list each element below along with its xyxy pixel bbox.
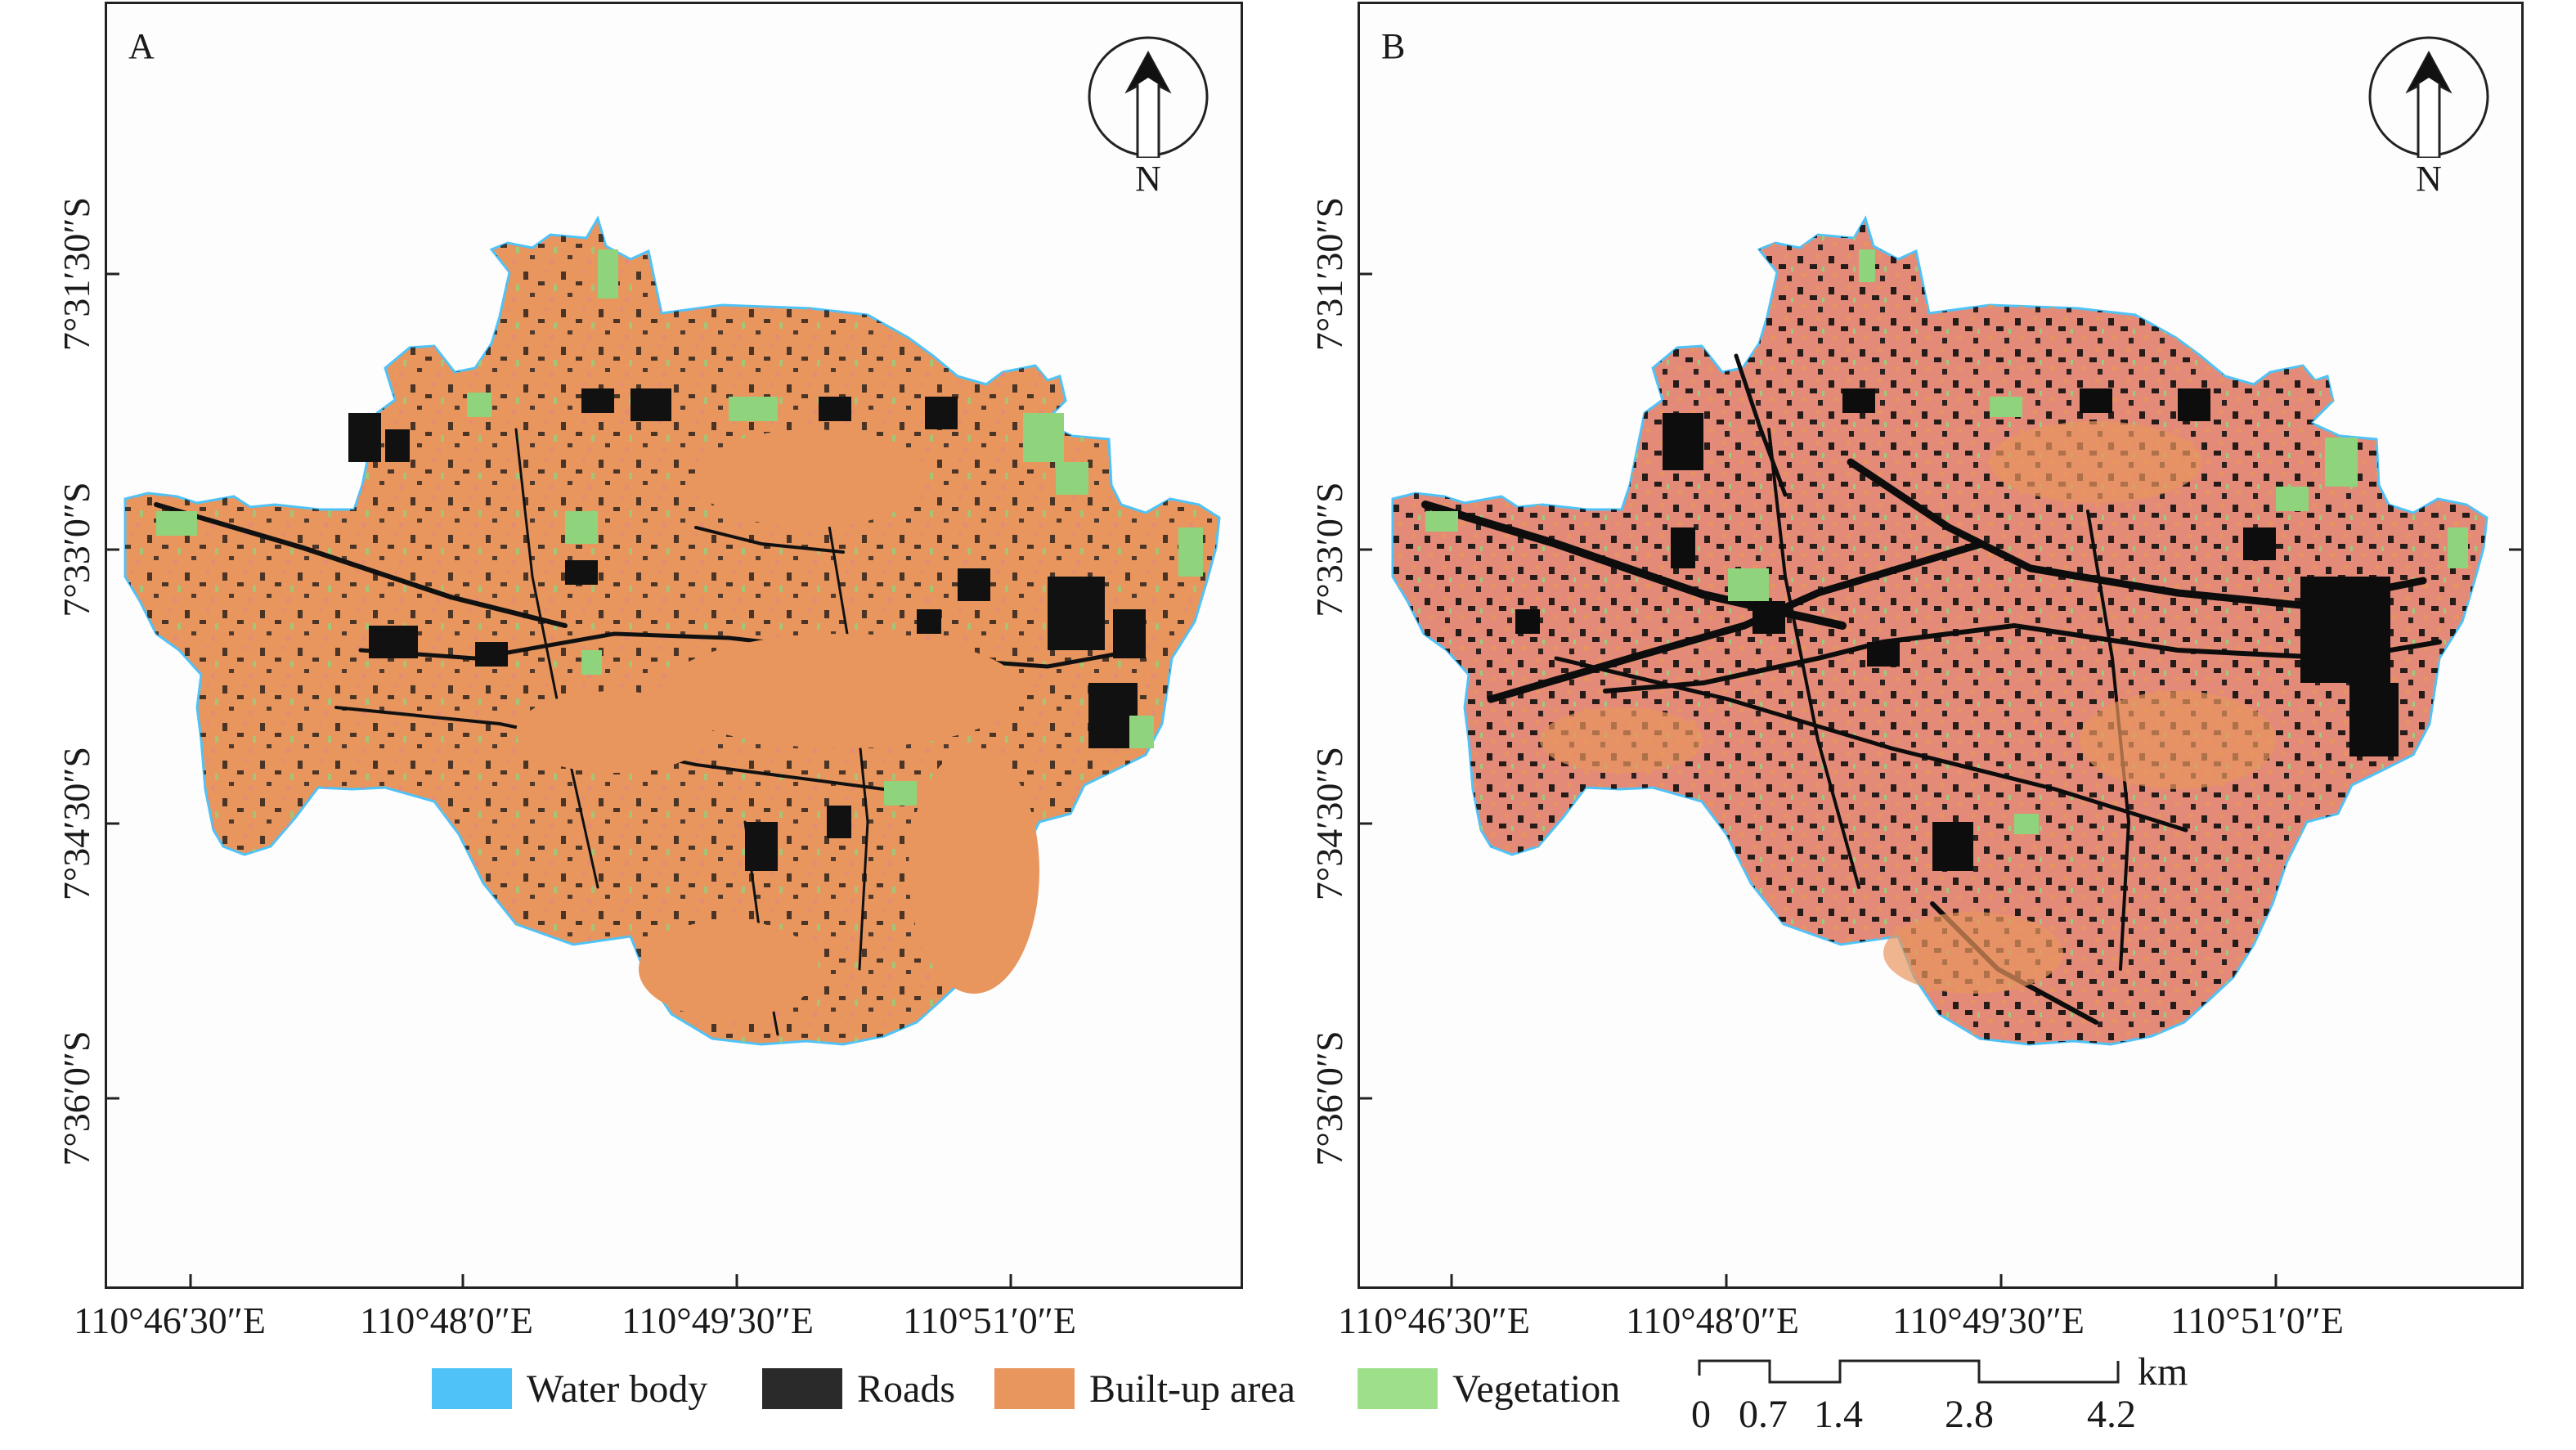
roads-swatch [762,1368,842,1409]
legend-item-builtup: Built-up area [994,1364,1295,1413]
dense-patches-b [1515,388,2399,871]
builtup-swatch [994,1368,1075,1409]
legend-item-roads: Roads [762,1364,955,1413]
x-tick-a-1: 110°46′30″E [74,1300,267,1341]
legend-label-builtup: Built-up area [1089,1367,1295,1411]
legend-item-water: Water body [432,1364,707,1413]
scale-bar: 0 0.7 1.4 2.8 4.2 km [1685,1349,2188,1448]
panel-letter-a: A [128,26,155,66]
map-panel-b: B N [1358,2,2524,1289]
scale-value-2: 1.4 [1814,1393,1863,1436]
legend-label-water: Water body [527,1367,708,1411]
y-tick-b-1: 7°31′30″S [1308,196,1350,352]
x-tick-b-4: 110°51′0″E [2170,1300,2345,1341]
north-arrow-icon [2368,36,2489,159]
legend-item-vegetation: Vegetation [1358,1364,1620,1413]
district-a [123,215,1221,1046]
x-tick-a-3: 110°49′30″E [622,1300,815,1341]
north-arrow-icon [1088,36,1209,159]
y-tick-a-2: 7°33′0″S [56,482,97,617]
y-tick-b-4: 7°36′0″S [1308,1030,1350,1166]
legend-label-roads: Roads [857,1367,955,1411]
map-a-svg [107,215,1221,1286]
builtup-core-b [1540,421,2276,994]
north-arrow-b: N [2367,35,2498,199]
x-tick-b-2: 110°48′0″E [1626,1300,1800,1341]
y-tick-a-3: 7°34′30″S [56,746,97,901]
x-tick-b-3: 110°49′30″E [1892,1300,2085,1341]
panel-letter-b: B [1381,26,1406,66]
y-tick-a-1: 7°31′30″S [56,196,97,352]
district-b [1391,215,2488,1046]
builtup-core-a [516,429,1039,1018]
scale-value-3: 2.8 [1945,1393,1994,1436]
water-swatch [432,1368,512,1409]
dense-patches-a [348,388,1146,871]
scale-unit: km [2138,1350,2188,1394]
x-tick-a-2: 110°48′0″E [360,1300,534,1341]
scale-value-0: 0 [1691,1393,1711,1436]
scale-bar-graphic [1698,1359,2120,1384]
vegetation-patches-b [1425,249,2468,834]
vegetation-patches-a [156,249,1203,806]
north-label-b: N [2416,159,2442,199]
x-tick-b-1: 110°46′30″E [1338,1300,1531,1341]
scale-value-1: 0.7 [1739,1393,1788,1436]
legend-label-vegetation: Vegetation [1452,1367,1621,1411]
y-tick-b-2: 7°33′0″S [1308,482,1350,617]
y-tick-b-3: 7°34′30″S [1308,746,1350,901]
north-label-a: N [1135,159,1161,199]
north-arrow-a: N [1087,35,1218,199]
map-b-svg [1360,215,2521,1286]
y-tick-a-4: 7°36′0″S [56,1030,97,1166]
vegetation-swatch [1358,1368,1438,1409]
map-panel-a: A N [105,2,1243,1289]
scale-value-4: 4.2 [2087,1393,2136,1436]
x-tick-a-4: 110°51′0″E [903,1300,1077,1341]
